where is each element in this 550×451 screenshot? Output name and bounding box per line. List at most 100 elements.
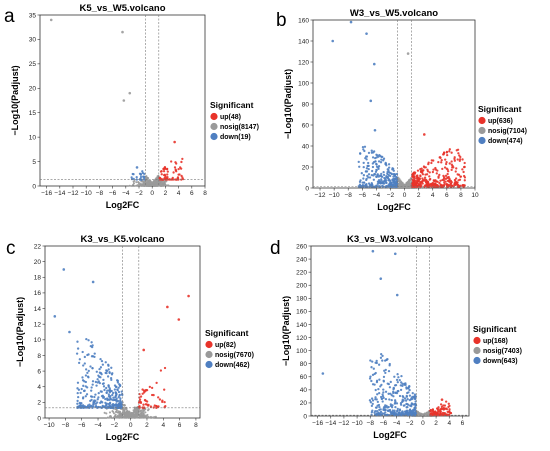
nosig-point (108, 415, 112, 418)
down-point (382, 391, 385, 394)
down-point (102, 378, 105, 381)
down-point (107, 364, 110, 367)
down-point (359, 152, 362, 155)
up-point (446, 172, 449, 176)
down-point (97, 396, 100, 399)
up-point (445, 407, 449, 411)
down-point (375, 168, 378, 171)
legend-marker-up (205, 340, 213, 349)
nosig-point (132, 414, 135, 417)
down-point (76, 392, 79, 395)
y-tick-label: 60 (302, 122, 310, 129)
down-point (396, 373, 399, 376)
down-point (396, 407, 399, 411)
down-point (374, 371, 377, 375)
up-point (422, 165, 426, 168)
down-point (377, 185, 381, 188)
up-point (433, 182, 437, 185)
down-point (405, 386, 408, 389)
down-point (384, 371, 387, 375)
y-tick-label: 0 (305, 185, 309, 192)
down-point (409, 408, 412, 411)
down-point (358, 180, 362, 184)
down-point (90, 345, 94, 349)
legend-marker-down (473, 356, 481, 365)
up-point (428, 178, 431, 181)
down-point (89, 365, 92, 368)
down-point (87, 353, 90, 356)
nosig-point (141, 411, 144, 414)
down-point (378, 405, 381, 409)
y-tick-label: 140 (296, 322, 307, 329)
down-point (392, 395, 395, 398)
nosig-point (136, 414, 139, 417)
down-point (104, 397, 107, 401)
down-point (395, 172, 399, 176)
x-tick-label: 0 (421, 420, 425, 427)
up-point (412, 171, 415, 175)
down-point (375, 165, 379, 168)
x-tick-label: −6 (359, 192, 367, 199)
down-point (404, 410, 408, 414)
up-point (433, 410, 436, 413)
nosig-point (136, 412, 139, 415)
up-point (437, 413, 440, 416)
up-point (447, 170, 450, 173)
up-point (444, 174, 448, 177)
y-tick-label: 260 (296, 243, 307, 250)
nosig-point (132, 183, 135, 186)
x-axis-label: Log2FC (373, 430, 407, 440)
down-point (411, 395, 414, 399)
down-point (367, 173, 371, 176)
down-point (371, 156, 375, 159)
down-point (111, 399, 115, 402)
up-point (174, 161, 177, 164)
down-point (377, 403, 381, 407)
y-tick-label: 220 (296, 269, 307, 276)
x-tick-label: −4 (393, 420, 401, 427)
legend-label-down: down(19) (220, 134, 251, 141)
down-point (371, 165, 375, 169)
nosig-point (163, 181, 166, 184)
chart-title: K5_vs_W5.volcano (79, 3, 165, 14)
y-tick-label: 160 (296, 309, 307, 316)
down-point (78, 358, 81, 361)
down-point (380, 397, 383, 400)
up-point (431, 181, 434, 185)
x-tick-label: −6 (109, 190, 117, 197)
up-point (142, 403, 145, 406)
down-point (394, 406, 397, 409)
up-point (160, 170, 163, 173)
legend-label-up: up(48) (220, 114, 241, 121)
nosig-point (141, 415, 144, 418)
up-point (142, 348, 146, 352)
down-point (94, 393, 97, 396)
down-point (377, 363, 381, 366)
up-point (456, 148, 460, 151)
legend-label-nosig: nosig(7403) (483, 348, 522, 355)
up-point (166, 173, 169, 176)
nosig-point (122, 99, 126, 102)
down-point (79, 402, 82, 405)
nosig-point (139, 412, 142, 415)
y-tick-label: 35 (29, 12, 37, 19)
legend-label-nosig: nosig(7104) (488, 128, 527, 135)
legend-label-up: up(168) (483, 338, 508, 345)
down-point (371, 249, 375, 253)
down-point (375, 410, 379, 413)
up-point (439, 179, 442, 182)
down-point (387, 163, 391, 166)
down-point (393, 252, 397, 256)
down-point (76, 399, 79, 403)
down-point (414, 403, 417, 406)
down-point (393, 384, 397, 387)
up-point (439, 403, 443, 406)
panel-d: d K3_vs_W3.volcano−16 −14 −12 −10 −8 −6 −4 −2 0 2 4… (270, 234, 522, 440)
down-point (108, 371, 111, 375)
down-point (86, 371, 89, 374)
down-point (397, 389, 400, 393)
down-point (370, 379, 373, 383)
up-point (450, 163, 453, 166)
down-point (82, 364, 85, 367)
y-tick-label: 0 (303, 413, 307, 420)
